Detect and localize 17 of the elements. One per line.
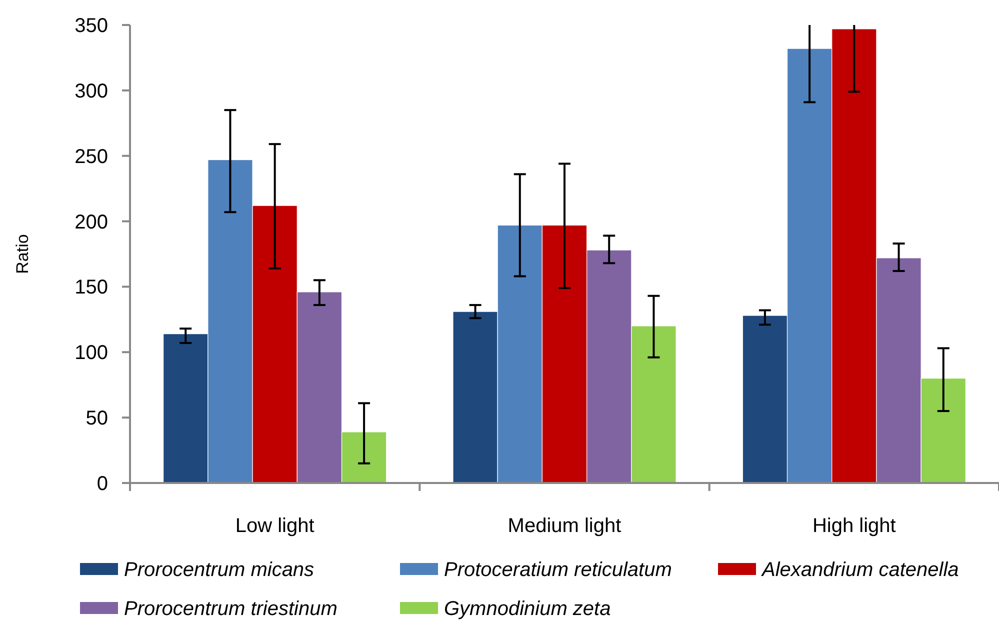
y-tick-label: 200 bbox=[74, 211, 108, 234]
legend-label: Protoceratium reticulatum bbox=[444, 559, 672, 581]
y-axis-title: Ratio bbox=[13, 234, 32, 274]
y-tick-label: 0 bbox=[96, 473, 108, 495]
legend-label: Alexandrium catenella bbox=[761, 559, 959, 581]
y-tick-label: 150 bbox=[74, 276, 108, 299]
y-tick-label: 100 bbox=[74, 342, 108, 364]
legend-label: Prorocentrum triestinum bbox=[124, 598, 338, 620]
x-tick-label: Medium light bbox=[508, 515, 622, 537]
y-tick-label: 50 bbox=[86, 408, 108, 430]
legend-label: Prorocentrum micans bbox=[124, 559, 314, 581]
y-tick-label: 250 bbox=[74, 146, 108, 168]
legend-label: Gymnodinium zeta bbox=[444, 598, 611, 620]
y-tick-label: 300 bbox=[74, 80, 108, 102]
y-tick-label: 350 bbox=[74, 15, 108, 37]
x-tick-label: Low light bbox=[235, 515, 315, 537]
x-tick-label: High light bbox=[812, 515, 896, 537]
